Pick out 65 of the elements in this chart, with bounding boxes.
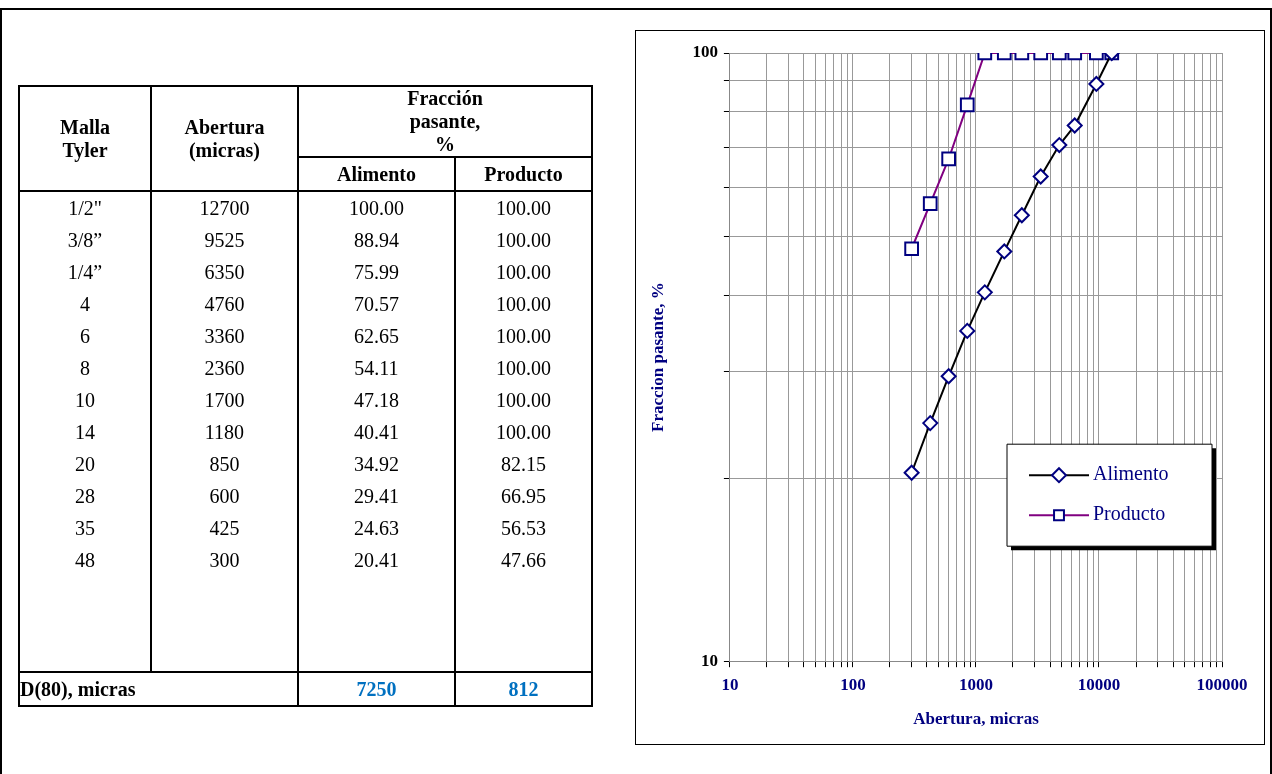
text: 28 bbox=[19, 480, 151, 512]
text: 1/2" bbox=[19, 191, 151, 224]
text: 66.95 bbox=[455, 480, 592, 512]
text: 88.94 bbox=[298, 224, 455, 256]
text: 56.53 bbox=[455, 512, 592, 544]
text: 6350 bbox=[151, 256, 298, 288]
text: 70.57 bbox=[298, 288, 455, 320]
text: 100.00 bbox=[455, 352, 592, 384]
text: 54.11 bbox=[298, 352, 455, 384]
text: 47.66 bbox=[455, 544, 592, 576]
text: 1180 bbox=[151, 416, 298, 448]
text: 8 bbox=[19, 352, 151, 384]
text: 600 bbox=[151, 480, 298, 512]
text: 62.65 bbox=[298, 320, 455, 352]
x-tick-label: 100000 bbox=[1196, 674, 1248, 694]
text: 7250 bbox=[298, 672, 455, 706]
text: 100.00 bbox=[455, 320, 592, 352]
text: 20.41 bbox=[298, 544, 455, 576]
text: 40.41 bbox=[298, 416, 455, 448]
text: 3/8” bbox=[19, 224, 151, 256]
legend-label: Producto bbox=[1093, 502, 1166, 525]
x-axis-title: Abertura, micras bbox=[913, 709, 1040, 729]
text: Malla Tyler bbox=[60, 115, 110, 162]
text: 47.18 bbox=[298, 384, 455, 416]
text: 100.00 bbox=[298, 191, 455, 224]
text: 34.92 bbox=[298, 448, 455, 480]
text: 1/4” bbox=[19, 256, 151, 288]
text: 812 bbox=[455, 672, 592, 706]
text: 2360 bbox=[151, 352, 298, 384]
text: 24.63 bbox=[298, 512, 455, 544]
text: 100.00 bbox=[455, 384, 592, 416]
text: 6 bbox=[19, 320, 151, 352]
text: 100.00 bbox=[455, 288, 592, 320]
text: 3360 bbox=[151, 320, 298, 352]
legend-label: Alimento bbox=[1093, 462, 1169, 485]
x-tick-label: 1000 bbox=[958, 674, 993, 694]
x-tick-label: 10000 bbox=[1077, 674, 1121, 694]
text: D(80), micras bbox=[19, 672, 298, 706]
text: 100.00 bbox=[455, 256, 592, 288]
text: Alimento bbox=[337, 162, 416, 185]
text: 850 bbox=[151, 448, 298, 480]
text: 14 bbox=[19, 416, 151, 448]
text: 82.15 bbox=[455, 448, 592, 480]
text: Fracción pasante, % bbox=[407, 87, 483, 156]
text: 1700 bbox=[151, 384, 298, 416]
text: Abertura (micras) bbox=[184, 115, 265, 162]
text: 425 bbox=[151, 512, 298, 544]
text: 29.41 bbox=[298, 480, 455, 512]
text: 9525 bbox=[151, 224, 298, 256]
text: 300 bbox=[151, 544, 298, 576]
text: 4 bbox=[19, 288, 151, 320]
x-tick-label: 10 bbox=[721, 674, 739, 694]
text: 48 bbox=[19, 544, 151, 576]
text: 100.00 bbox=[455, 416, 592, 448]
text: 4760 bbox=[151, 288, 298, 320]
text: 10 bbox=[19, 384, 151, 416]
text: 75.99 bbox=[298, 256, 455, 288]
text: 100.00 bbox=[455, 191, 592, 224]
text: Producto bbox=[484, 162, 563, 185]
text: 12700 bbox=[151, 191, 298, 224]
text: 100.00 bbox=[455, 224, 592, 256]
text: 35 bbox=[19, 512, 151, 544]
x-tick-label: 100 bbox=[840, 674, 866, 694]
text: 20 bbox=[19, 448, 151, 480]
y-axis-title: Fraccion pasante, % bbox=[647, 282, 667, 432]
